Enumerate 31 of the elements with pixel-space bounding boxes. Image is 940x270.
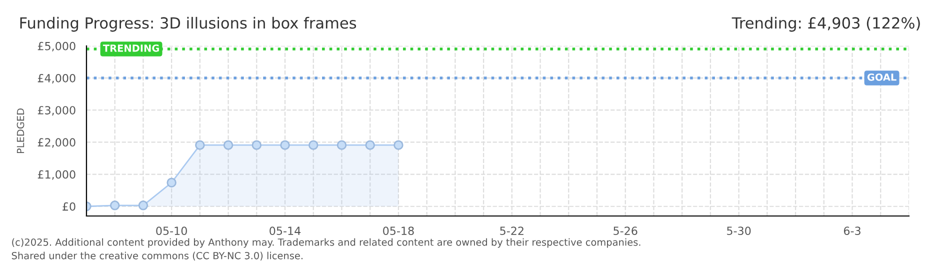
y-axis-title: PLEDGED xyxy=(16,108,24,154)
point xyxy=(138,200,148,210)
x-tick-label: 05-14 xyxy=(270,226,301,236)
chart-title: Funding Progress: 3D illusions in box frames xyxy=(20,16,356,32)
point xyxy=(223,140,234,150)
x-tick-label: 5-30 xyxy=(727,226,751,236)
ref-line-label: TRENDING xyxy=(102,44,159,52)
text: Shared under the creative commons (CC BY-NC 3.0) license. xyxy=(12,252,302,260)
y-tick-label: £4,000 xyxy=(38,74,76,84)
y-tick-label: £0 xyxy=(62,202,76,211)
x-tick-label: 5-22 xyxy=(500,226,524,236)
x-tick-label: 05-18 xyxy=(383,226,414,236)
point xyxy=(394,140,404,150)
point xyxy=(195,140,205,150)
point xyxy=(365,140,375,150)
point xyxy=(166,178,176,188)
point xyxy=(280,140,290,150)
y-tick-label: £3,000 xyxy=(38,106,76,116)
point xyxy=(336,140,347,150)
y-tick-label: £2,000 xyxy=(38,138,76,148)
ref-line-label: GOAL xyxy=(867,73,896,81)
point xyxy=(252,140,262,150)
point xyxy=(308,140,318,150)
x-tick-label: 05-10 xyxy=(156,226,187,236)
y-tick-label: £1,000 xyxy=(38,170,76,180)
x-tick-label: 6-3 xyxy=(844,226,860,236)
x-tick-label: 5-26 xyxy=(614,226,638,236)
point xyxy=(110,200,120,210)
chart-subtitle: Trending: £4,903 (122%) xyxy=(732,16,920,32)
text: (c)2025. Additional content provided by Anthony may. Trademarks and related content are owned by their respective companies. xyxy=(12,238,640,248)
y-tick-label: £5,000 xyxy=(38,42,76,52)
